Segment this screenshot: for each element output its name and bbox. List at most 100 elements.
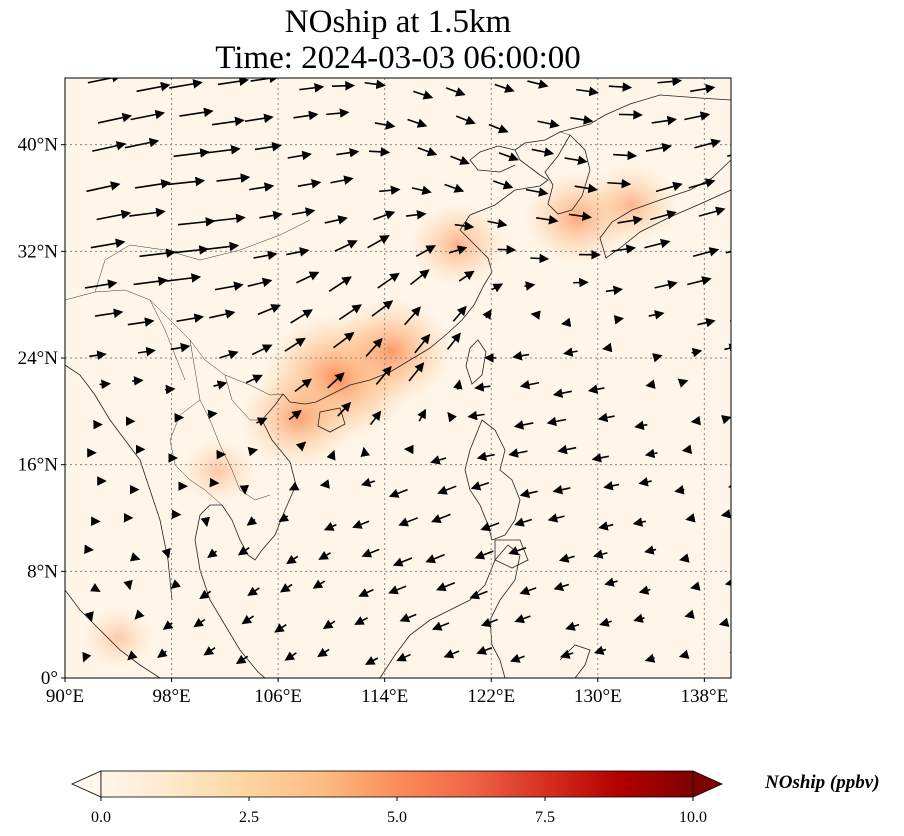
map-title-line1: NOship at 1.5km — [284, 4, 512, 40]
wind-arrow — [592, 549, 608, 559]
coastline-bohai — [469, 145, 516, 173]
x-tick-label: 98°E — [152, 686, 190, 707]
wind-arrow — [360, 477, 376, 488]
wind-arrow — [698, 206, 726, 217]
wind-arrow — [286, 554, 299, 565]
wind-arrow — [476, 645, 493, 655]
wind-arrow — [414, 333, 431, 354]
wind-arrow — [288, 481, 300, 491]
wind-arrow — [648, 310, 665, 320]
wind-arrow — [247, 277, 273, 288]
wind-arrow — [514, 517, 533, 527]
colorbar-tick-label: 5.0 — [387, 809, 407, 826]
wind-arrow — [367, 235, 390, 249]
wind-arrow — [487, 218, 508, 229]
wind-arrow — [634, 420, 648, 431]
wind-arrow — [284, 337, 306, 352]
wind-arrow — [130, 109, 165, 121]
wind-arrow — [430, 455, 447, 465]
wind-arrow — [406, 210, 427, 220]
wind-arrow — [480, 522, 500, 532]
wind-arrow — [161, 547, 171, 559]
wind-arrow — [388, 488, 408, 498]
coastline-mindanao — [494, 539, 529, 569]
wind-arrow — [694, 138, 721, 149]
wind-arrow — [284, 651, 297, 661]
wind-arrow — [136, 81, 171, 93]
wind-arrow — [176, 313, 204, 323]
colorbar-tick-label: 7.5 — [535, 809, 555, 826]
wind-arrow — [604, 577, 618, 587]
wind-arrow — [737, 178, 762, 185]
wind-arrow — [203, 646, 216, 656]
wind-arrow — [645, 143, 672, 153]
wind-arrow — [617, 215, 643, 226]
wind-arrow — [613, 315, 625, 325]
wind-arrow — [127, 650, 138, 661]
wind-arrow — [246, 516, 258, 526]
wind-arrow — [257, 304, 281, 316]
x-tick-label: 130°E — [574, 686, 622, 707]
wind-arrow — [681, 444, 693, 454]
wind-arrow — [206, 145, 241, 155]
wind-arrow — [536, 215, 559, 225]
wind-arrow — [326, 449, 336, 461]
wind-arrow — [129, 207, 166, 218]
wind-arrow — [437, 485, 457, 495]
y-axis-ticks: 0° 8°N 16°N 24°N 32°N 40°N — [18, 135, 65, 689]
wind-arrow — [364, 656, 379, 665]
wind-arrow — [458, 270, 475, 282]
wind-arrow — [493, 180, 514, 190]
coastline-china — [282, 94, 731, 405]
concentration-hotspot-7 — [82, 607, 155, 669]
wind-arrow — [95, 308, 124, 318]
wind-arrow — [204, 241, 240, 252]
wind-arrow — [290, 309, 313, 324]
wind-arrow — [598, 521, 614, 531]
wind-arrow — [651, 115, 677, 126]
wind-arrow — [444, 183, 465, 193]
wind-arrow — [251, 344, 273, 356]
x-tick-label: 90°E — [46, 686, 84, 707]
wind-arrow — [447, 411, 457, 423]
wind-arrow — [519, 586, 537, 596]
coastline-taiwan — [465, 339, 487, 385]
wind-arrow — [177, 217, 216, 227]
wind-arrow — [690, 415, 701, 426]
wind-arrow — [157, 648, 168, 658]
map-plot-area — [65, 78, 762, 678]
wind-arrow — [294, 378, 313, 392]
concentration-hotspot-6 — [180, 439, 256, 504]
wind-arrow — [209, 309, 236, 319]
wind-arrow — [274, 623, 287, 633]
wind-arrow — [476, 451, 495, 462]
wind-arrow — [718, 617, 730, 628]
wind-arrow — [129, 552, 141, 562]
wind-arrow — [217, 78, 249, 86]
wind-arrow — [84, 279, 118, 289]
wind-arrow — [633, 613, 645, 623]
wind-arrow — [602, 342, 613, 353]
wind-arrow — [235, 654, 249, 665]
concentration-hotspot-3 — [409, 203, 507, 286]
wind-arrow — [137, 346, 156, 357]
wind-arrow — [334, 240, 358, 252]
wind-arrow — [82, 651, 92, 663]
wind-arrow — [574, 183, 598, 194]
wind-arrow — [524, 281, 536, 291]
wind-arrow — [97, 112, 133, 124]
wind-arrow — [611, 244, 636, 254]
wind-arrow — [431, 621, 450, 631]
wind-arrow — [599, 617, 612, 627]
x-tick-label: 138°E — [681, 686, 729, 707]
coastline-korea — [544, 134, 591, 215]
wind-arrow — [547, 513, 565, 523]
coastline-hainan — [317, 407, 346, 433]
wind-arrow — [245, 374, 263, 384]
wind-arrow — [299, 82, 325, 93]
wind-arrow — [199, 589, 212, 600]
wind-arrow — [733, 111, 757, 116]
wind-arrow — [652, 353, 663, 363]
wind-arrow — [375, 365, 392, 385]
wind-arrow — [443, 649, 460, 659]
